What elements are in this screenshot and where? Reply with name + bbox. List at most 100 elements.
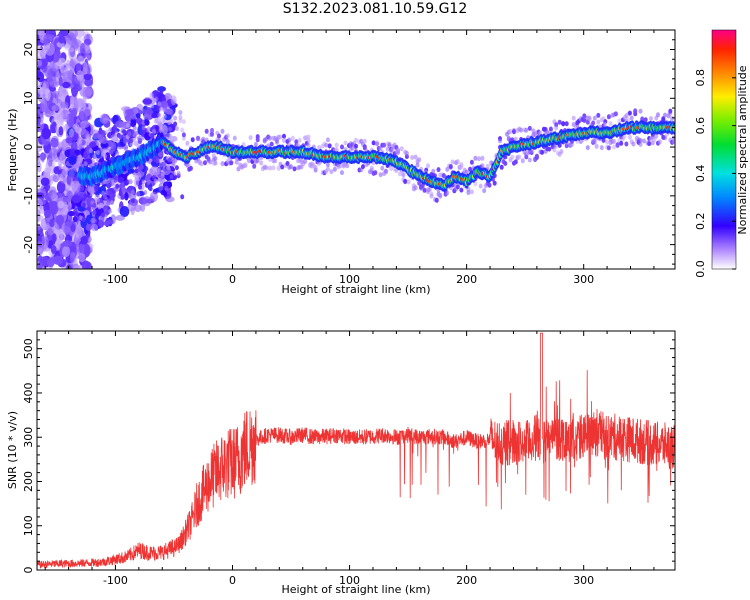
heatmap-cell [670,116,675,122]
x-tick-label: 300 [573,574,594,587]
heatmap-cell [90,217,96,224]
heatmap-cell [56,230,64,244]
heatmap-cell [111,181,116,187]
heatmap-cell [43,33,52,44]
heatmap-cell [95,197,100,203]
x-tick-label: 200 [456,574,477,587]
heatmap-cell [37,60,43,67]
heatmap-cell [83,161,88,167]
heatmap-cell [157,112,162,118]
heatmap-cell [101,212,106,218]
heatmap-cell [612,144,617,150]
heatmap-cell [120,194,125,200]
heatmap-cell [170,135,178,142]
heatmap-cell [354,137,358,143]
x-tick-label: 0 [229,574,236,587]
heatmap-cell [129,142,134,147]
heatmap-cell [280,164,285,170]
bottom-axis-ticks: -100 0 100 200 300 0 100 200 300 400 500 [22,330,675,587]
heatmap-cell [37,198,43,209]
heatmap-cell [450,159,455,165]
heatmap-cell [210,131,214,137]
heatmap-cell [276,165,281,171]
heatmap-cell [102,147,107,153]
heatmap-cell [106,200,111,206]
heatmap-cell [88,148,93,154]
heatmap-cell [585,145,590,151]
heatmap-cell [554,143,559,149]
heatmap-cell [174,165,179,171]
heatmap-cell [157,101,162,107]
heatmap-cell [354,143,358,149]
heatmap-cell [80,192,85,198]
heatmap-cell [199,161,204,167]
heatmap-cell [127,201,137,212]
heatmap-cell [166,165,171,171]
colorbar-tick-label: 0.2 [694,212,707,230]
heatmap-cell [181,119,186,125]
heatmap-cell [85,224,92,231]
heatmap-cell [290,135,295,141]
heatmap-cell [417,180,422,186]
heatmap-cell [37,71,45,83]
heatmap-cell [656,112,660,118]
colorbar-ticks: 0.0 0.2 0.4 0.6 0.8 [694,69,736,278]
heatmap-cell [55,214,65,226]
heatmap-cell [146,180,151,185]
heatmap-cell [264,165,269,171]
heatmap-cell [204,128,209,134]
heatmap-cell [108,127,113,133]
heatmap-cell [313,165,318,171]
heatmap-cell [612,139,617,144]
heatmap-cell [269,141,274,147]
heatmap-cell [596,112,601,118]
heatmap-cell [135,113,141,119]
heatmap-cell [499,164,504,170]
heatmap-cell [631,141,636,147]
heatmap-cell [599,145,604,151]
heatmap-cell [334,142,339,148]
heatmap-cell [229,160,234,166]
heatmap-cell [115,215,125,221]
heatmap-cell [99,113,109,124]
heatmap-cell [48,186,57,200]
heatmap-cell [473,155,478,161]
heatmap-cell [638,108,643,114]
heatmap-cell [73,264,78,269]
heatmap-cell [44,209,51,219]
heatmap-cell [70,251,76,264]
heatmap-cell [80,120,90,128]
heatmap-cell [282,133,286,139]
heatmap-cell [59,110,64,124]
heatmap-cell [498,138,502,144]
heatmap-cell [174,126,179,131]
heatmap-cell [79,43,90,55]
heatmap-cell [143,190,148,195]
heatmap-cell [56,180,66,194]
heatmap-cell [157,86,167,92]
heatmap-cell [503,161,508,166]
heatmap-cell [559,149,564,155]
heatmap-cell [158,182,164,193]
heatmap-cell [448,164,453,170]
heatmap-cell [361,164,365,170]
heatmap-cell [459,187,464,193]
heatmap-cell [259,160,264,166]
heatmap-cell [146,173,151,179]
heatmap-cell [54,155,59,163]
heatmap-cell [520,158,525,164]
heatmap-cell [512,129,516,135]
heatmap-cell [92,153,97,159]
x-tick-label: 100 [339,574,360,587]
top-plot-frame [36,29,676,270]
y-tick-label: 20 [22,43,35,57]
heatmap-cell [49,218,55,228]
heatmap-cell [325,166,330,172]
heatmap-cell [436,167,441,173]
heatmap-cell [81,202,86,208]
heatmap-cell [115,150,120,156]
heatmap-cell [68,210,75,217]
heatmap-cell [83,87,93,96]
colorbar [711,29,737,270]
top-y-axis-label: Frequency (Hz) [6,109,19,192]
